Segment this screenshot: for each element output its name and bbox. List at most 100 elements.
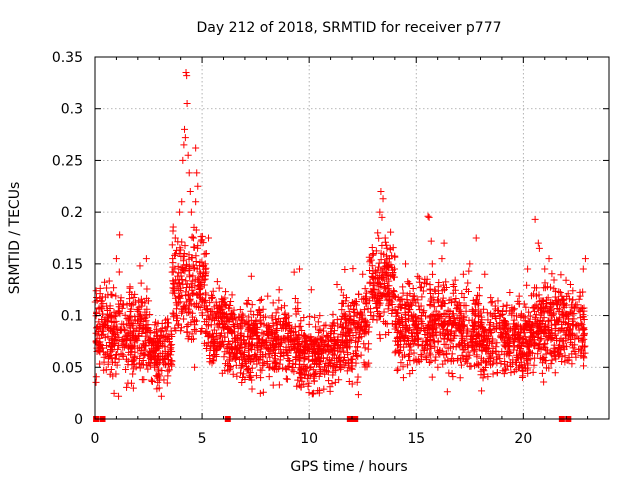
data-point xyxy=(415,334,423,342)
data-point xyxy=(550,285,558,293)
data-point xyxy=(343,338,351,346)
data-point xyxy=(462,353,470,361)
data-point xyxy=(337,286,345,294)
data-point xyxy=(263,358,271,366)
data-point xyxy=(499,302,507,310)
data-point xyxy=(450,283,458,291)
data-point xyxy=(282,325,290,333)
data-point xyxy=(122,341,130,349)
data-point xyxy=(475,292,483,300)
data-point xyxy=(327,328,335,336)
data-point xyxy=(313,340,321,348)
data-point xyxy=(402,322,410,330)
data-point xyxy=(290,368,298,376)
data-point xyxy=(437,301,445,309)
data-point xyxy=(95,305,103,313)
data-point xyxy=(291,294,299,302)
data-point xyxy=(406,290,414,298)
data-point xyxy=(377,249,385,257)
data-point xyxy=(320,385,328,393)
data-point xyxy=(218,329,226,337)
data-point xyxy=(561,352,569,360)
data-point xyxy=(244,333,252,341)
data-point xyxy=(394,365,402,373)
data-point xyxy=(180,302,188,310)
data-point xyxy=(112,292,120,300)
data-point xyxy=(284,363,292,371)
data-point xyxy=(517,361,525,369)
data-point xyxy=(102,314,110,322)
data-point xyxy=(384,305,392,313)
data-point xyxy=(131,348,139,356)
data-point xyxy=(386,288,394,296)
data-point xyxy=(534,344,542,352)
data-point xyxy=(562,310,570,318)
data-point xyxy=(252,372,260,380)
data-point xyxy=(168,241,176,249)
data-point xyxy=(301,371,309,379)
data-point xyxy=(399,289,407,297)
data-point xyxy=(305,389,313,397)
data-point xyxy=(244,356,252,364)
x-tick-label: 0 xyxy=(91,431,100,447)
data-point xyxy=(266,353,274,361)
data-point xyxy=(410,311,418,319)
data-point xyxy=(221,333,229,341)
data-point xyxy=(130,353,138,361)
data-point xyxy=(502,307,510,315)
data-point xyxy=(135,313,143,321)
data-point xyxy=(397,328,405,336)
data-point xyxy=(430,311,438,319)
data-point xyxy=(129,320,137,328)
data-point xyxy=(492,315,500,323)
data-point xyxy=(300,370,308,378)
data-point xyxy=(295,369,303,377)
data-point xyxy=(185,292,193,300)
data-point xyxy=(419,346,427,354)
data-point xyxy=(235,347,243,355)
data-point xyxy=(373,295,381,303)
data-point xyxy=(99,310,107,318)
data-point xyxy=(451,331,459,339)
data-point xyxy=(406,306,414,314)
data-point xyxy=(181,134,189,142)
data-point xyxy=(347,364,355,372)
data-point xyxy=(484,358,492,366)
data-point xyxy=(470,322,478,330)
data-point xyxy=(472,234,480,242)
data-point xyxy=(146,352,154,360)
axis-ticks xyxy=(94,56,609,420)
data-point xyxy=(458,329,466,337)
data-point xyxy=(93,294,101,302)
data-point xyxy=(569,287,577,295)
data-point xyxy=(130,294,138,302)
data-point xyxy=(145,297,153,305)
data-point xyxy=(203,329,211,337)
data-point xyxy=(333,358,341,366)
data-point xyxy=(264,322,272,330)
data-point xyxy=(420,307,428,315)
data-point xyxy=(202,329,210,337)
data-point xyxy=(425,213,433,221)
data-point xyxy=(167,344,175,352)
data-point xyxy=(409,285,417,293)
data-point xyxy=(547,303,555,311)
data-point xyxy=(160,376,168,384)
data-point xyxy=(316,325,324,333)
data-point xyxy=(362,293,370,301)
data-point xyxy=(469,347,477,355)
data-point xyxy=(273,332,281,340)
data-point xyxy=(524,343,532,351)
data-point xyxy=(312,336,320,344)
x-tick-label: 10 xyxy=(300,431,318,447)
data-point xyxy=(392,309,400,317)
data-point xyxy=(339,291,347,299)
data-point xyxy=(554,345,562,353)
data-point xyxy=(505,333,513,341)
data-point xyxy=(183,322,191,330)
data-point xyxy=(176,293,184,301)
data-point xyxy=(305,379,313,387)
data-point xyxy=(370,286,378,294)
data-point xyxy=(190,223,198,231)
data-point xyxy=(165,366,173,374)
